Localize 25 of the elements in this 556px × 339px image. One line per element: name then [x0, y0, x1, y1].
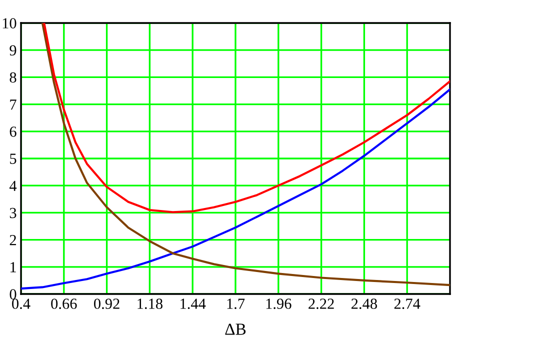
y-tick-label: 3	[10, 208, 16, 218]
x-tick-label: 2.22	[308, 298, 334, 309]
y-tick-label: 6	[10, 126, 16, 137]
y-tick-label: 4	[9, 180, 17, 191]
line-series	[43, 23, 450, 214]
x-tick-label: 1.44	[180, 298, 206, 309]
y-tick-label: 5	[10, 154, 16, 164]
y-tick-label: 0	[10, 289, 16, 300]
y-tick-label: 1	[10, 262, 16, 272]
line-series	[41, 23, 450, 286]
x-tick-label: 0.4	[12, 298, 30, 309]
x-axis-title: ΔB	[225, 324, 246, 335]
y-tick-label: 7	[10, 100, 16, 110]
x-tick-label: 1.7	[227, 298, 245, 309]
x-tick-label: 2.74	[394, 298, 420, 309]
y-tick-label: 2	[10, 234, 16, 246]
y-tick-label: 9	[10, 45, 16, 56]
x-tick-label: 0.66	[51, 298, 77, 309]
y-tick-label: 8	[10, 72, 16, 83]
line-series	[21, 88, 450, 290]
x-tick-label: 2.48	[352, 298, 377, 309]
y-tick-label: 10	[2, 18, 16, 28]
x-tick-label: 0.92	[94, 298, 120, 309]
x-tick-label: 1.96	[266, 298, 292, 309]
x-tick-label: 1.18	[138, 298, 162, 309]
